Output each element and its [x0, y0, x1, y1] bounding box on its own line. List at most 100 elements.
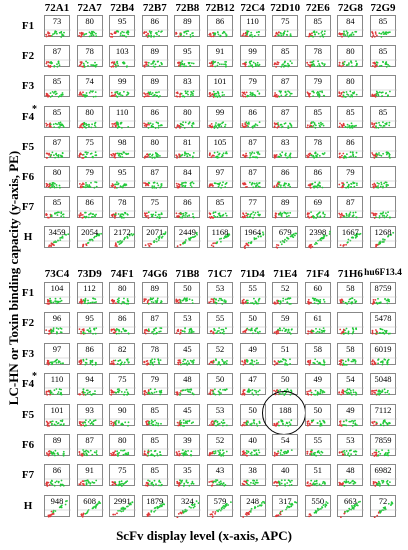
scatter-dots — [208, 448, 234, 457]
scatter-dots — [110, 357, 137, 366]
scatter-dots — [273, 59, 300, 68]
scatter-dots — [338, 448, 365, 457]
scatter-dots — [273, 448, 300, 457]
flow-cytometry-plot: 1268 — [370, 226, 397, 249]
gate-percentage-value: 5478 — [374, 313, 392, 324]
flow-cytometry-plot: 85 — [44, 75, 71, 99]
scatter-dots — [45, 233, 71, 248]
gate-percentage-value: 75 — [117, 465, 127, 476]
scatter-dots — [208, 327, 234, 335]
flow-cytometry-plot: 96 — [44, 312, 71, 336]
gate-percentage-value: 50 — [248, 313, 257, 324]
flow-cytometry-plot: 38 — [239, 464, 267, 487]
scatter-dots — [142, 479, 169, 488]
gate-percentage-value: 49 — [248, 343, 257, 354]
scatter-dots — [175, 296, 202, 304]
gate-percentage-value: 75 — [117, 374, 127, 385]
flow-cytometry-plot: 85 — [44, 196, 71, 219]
flow-cytometry-plot: 83 — [272, 135, 300, 159]
scatter-dots — [175, 180, 202, 189]
flow-cytometry-plot: 55 — [304, 434, 332, 457]
flow-cytometry-plot: 87 — [239, 166, 267, 189]
flow-cytometry-plot: 52 — [207, 434, 234, 457]
flow-cytometry-plot: 95 — [109, 15, 137, 38]
flow-cytometry-plot: 97 — [207, 166, 234, 189]
flow-cytometry-plot: 72 — [370, 494, 397, 518]
gate-percentage-value: 89 — [150, 283, 160, 293]
scatter-dots — [45, 296, 71, 305]
scatter-dots — [77, 387, 104, 397]
column-header: 73D9 — [77, 268, 102, 280]
row-label: F2 — [21, 317, 35, 330]
row-label: F4 * — [21, 371, 37, 391]
flow-cytometry-plot: 53 — [174, 312, 202, 336]
gate-percentage-value: 78 — [85, 46, 94, 57]
gate-percentage-value: 80 — [183, 106, 192, 117]
gate-percentage-value: 86 — [52, 465, 62, 476]
row-label: F3 — [21, 347, 35, 360]
gate-percentage-value: 1879 — [146, 495, 164, 506]
gate-percentage-value: 86 — [248, 106, 257, 117]
gate-percentage-value: 69 — [313, 197, 323, 208]
gate-percentage-value: 86 — [117, 313, 127, 324]
asterisk-marker: * — [32, 103, 37, 115]
gate-percentage-value: 2398 — [309, 227, 327, 238]
flow-cytometry-plot: 52 — [272, 282, 300, 305]
gate-percentage-value: 82 — [117, 343, 127, 354]
flow-cytometry-plot: 7112 — [370, 403, 397, 426]
column-header: 71C7 — [207, 268, 233, 280]
gate-percentage-value: 45 — [183, 343, 192, 354]
gate-percentage-value: 75 — [150, 197, 160, 208]
gate-percentage-value: 85 — [150, 465, 160, 476]
row-label: H — [23, 499, 33, 512]
gate-percentage-value: 1268 — [374, 227, 392, 238]
gate-percentage-value: 101 — [213, 76, 227, 87]
scatter-dots — [305, 59, 332, 68]
flow-cytometry-plot: 75 — [272, 15, 300, 37]
scatter-dots — [371, 232, 397, 249]
flow-cytometry-plot — [370, 166, 397, 189]
flow-cytometry-plot: 99 — [207, 105, 234, 129]
gate-percentage-value: 78 — [313, 136, 323, 147]
flow-cytometry-plot: 103 — [109, 45, 137, 68]
flow-cytometry-plot: 53 — [337, 434, 365, 457]
flow-cytometry-plot: 45 — [174, 403, 202, 427]
scatter-dots — [110, 150, 137, 159]
flow-cytometry-plot: 87 — [76, 434, 104, 457]
flow-cytometry-plot: 110 — [239, 15, 267, 38]
flow-cytometry-plot: 80 — [174, 105, 202, 129]
gate-percentage-value: 2449 — [178, 227, 196, 238]
scatter-dots — [338, 29, 365, 38]
gate-percentage-value: 2172 — [113, 227, 131, 238]
scatter-dots — [142, 296, 169, 305]
scatter-dots — [338, 233, 365, 248]
highlight-circle — [262, 390, 307, 435]
flow-cytometry-plot: 78 — [141, 342, 169, 366]
scatter-dots — [45, 418, 71, 427]
gate-percentage-value: 74 — [85, 76, 94, 87]
gate-percentage-value: 7859 — [374, 435, 392, 445]
flow-cytometry-plot: 87 — [239, 135, 267, 159]
flow-cytometry-plot: 80 — [109, 434, 137, 457]
scatter-dots — [110, 448, 137, 457]
gate-percentage-value: 38 — [248, 465, 257, 476]
flow-cytometry-plot: 51 — [272, 342, 300, 366]
flow-cytometry-plot: 75 — [109, 373, 137, 396]
flow-cytometry-plot: 84 — [174, 166, 202, 189]
gate-percentage-value: 52 — [215, 343, 225, 354]
flow-cytometry-plot: 93 — [76, 403, 104, 427]
gate-percentage-value: 7112 — [374, 404, 392, 415]
flow-cytometry-plot: 79 — [337, 166, 365, 189]
scatter-dots — [208, 479, 234, 488]
scatter-dots — [45, 327, 71, 336]
scatter-dots — [273, 120, 300, 129]
scatter-dots — [305, 120, 332, 129]
scatter-dots — [371, 120, 397, 129]
scatter-dots — [273, 29, 300, 37]
flow-cytometry-plot: 80 — [337, 75, 365, 99]
flow-cytometry-plot: 40 — [272, 464, 300, 488]
gate-percentage-value: 86 — [150, 16, 160, 26]
gate-percentage-value: 43 — [215, 465, 225, 476]
gate-percentage-value: 550 — [311, 495, 325, 506]
flow-cytometry-plot: 48 — [337, 464, 365, 488]
